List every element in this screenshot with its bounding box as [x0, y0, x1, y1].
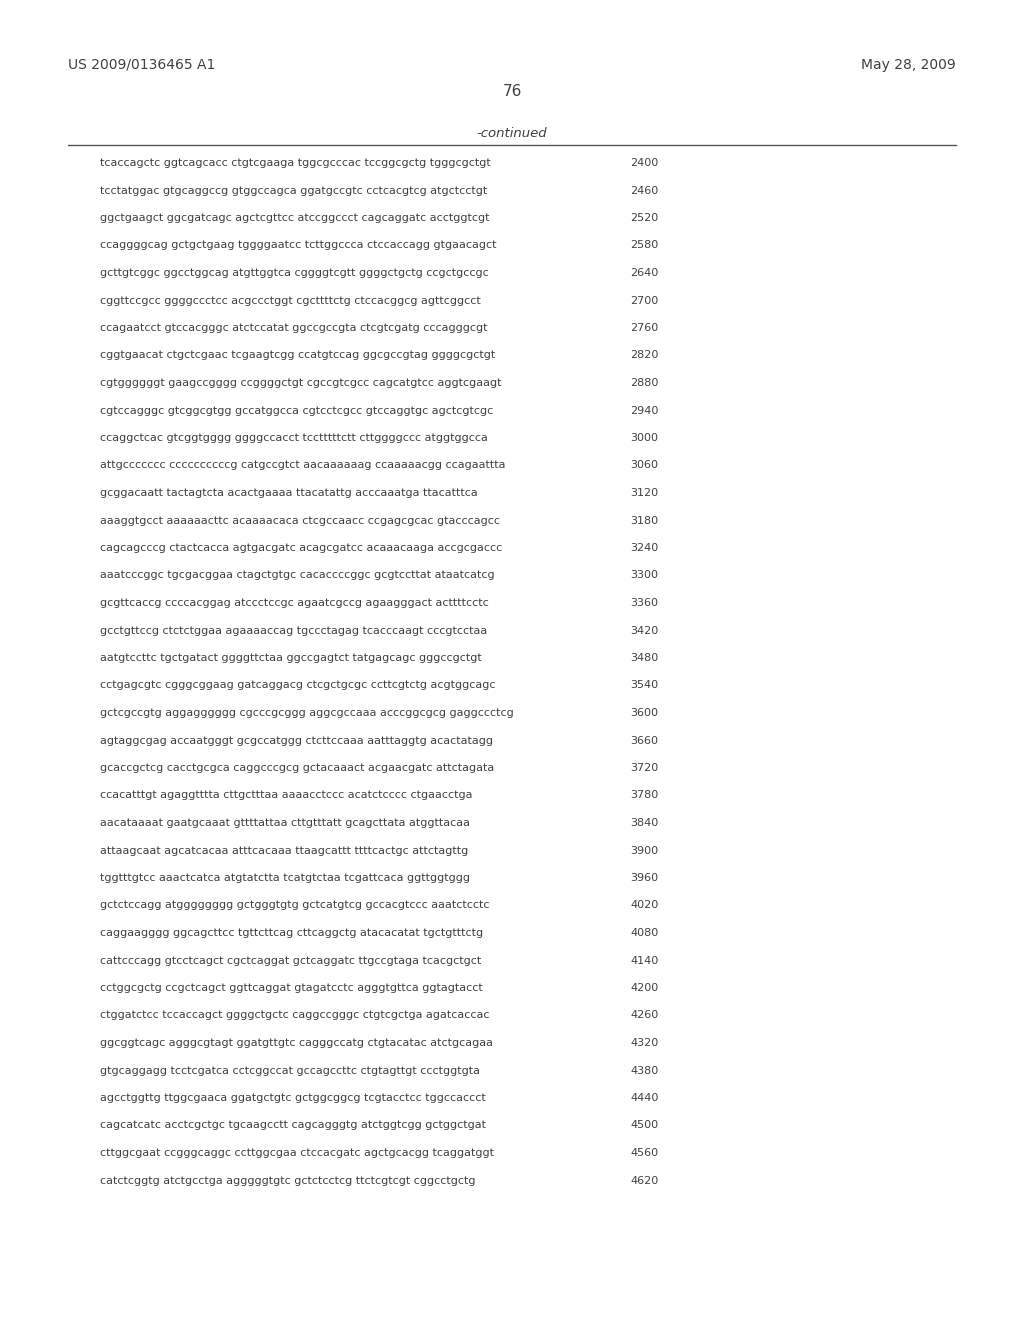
Text: aatgtccttc tgctgatact ggggttctaa ggccgagtct tatgagcagc gggccgctgt: aatgtccttc tgctgatact ggggttctaa ggccgag… — [100, 653, 481, 663]
Text: 4140: 4140 — [630, 956, 658, 965]
Text: 4620: 4620 — [630, 1176, 658, 1185]
Text: 3900: 3900 — [630, 846, 658, 855]
Text: cagcatcatc acctcgctgc tgcaagcctt cagcagggtg atctggtcgg gctggctgat: cagcatcatc acctcgctgc tgcaagcctt cagcagg… — [100, 1121, 486, 1130]
Text: 4560: 4560 — [630, 1148, 658, 1158]
Text: gcctgttccg ctctctggaa agaaaaccag tgccctagag tcacccaagt cccgtcctaa: gcctgttccg ctctctggaa agaaaaccag tgcccta… — [100, 626, 487, 635]
Text: catctcggtg atctgcctga agggggtgtc gctctcctcg ttctcgtcgt cggcctgctg: catctcggtg atctgcctga agggggtgtc gctctcc… — [100, 1176, 475, 1185]
Text: gcaccgctcg cacctgcgca caggcccgcg gctacaaact acgaacgatc attctagata: gcaccgctcg cacctgcgca caggcccgcg gctacaa… — [100, 763, 495, 774]
Text: tcaccagctc ggtcagcacc ctgtcgaaga tggcgcccac tccggcgctg tgggcgctgt: tcaccagctc ggtcagcacc ctgtcgaaga tggcgcc… — [100, 158, 490, 168]
Text: 3180: 3180 — [630, 516, 658, 525]
Text: 4380: 4380 — [630, 1065, 658, 1076]
Text: ccacatttgt agaggtttta cttgctttaa aaaacctccc acatctcccc ctgaacctga: ccacatttgt agaggtttta cttgctttaa aaaacct… — [100, 791, 472, 800]
Text: 2880: 2880 — [630, 378, 658, 388]
Text: 76: 76 — [503, 84, 521, 99]
Text: 4020: 4020 — [630, 900, 658, 911]
Text: 3780: 3780 — [630, 791, 658, 800]
Text: -continued: -continued — [477, 127, 547, 140]
Text: ccagaatcct gtccacgggc atctccatat ggccgccgta ctcgtcgatg cccagggcgt: ccagaatcct gtccacgggc atctccatat ggccgcc… — [100, 323, 487, 333]
Text: ccaggggcag gctgctgaag tggggaatcc tcttggccca ctccaccagg gtgaacagct: ccaggggcag gctgctgaag tggggaatcc tcttggc… — [100, 240, 497, 251]
Text: cggttccgcc ggggccctcc acgccctggt cgcttttctg ctccacggcg agttcggcct: cggttccgcc ggggccctcc acgccctggt cgctttt… — [100, 296, 480, 305]
Text: gcgttcaccg ccccacggag atccctccgc agaatcgccg agaagggact acttttcctc: gcgttcaccg ccccacggag atccctccgc agaatcg… — [100, 598, 488, 609]
Text: gcggacaatt tactagtcta acactgaaaa ttacatattg acccaaatga ttacatttca: gcggacaatt tactagtcta acactgaaaa ttacata… — [100, 488, 478, 498]
Text: ggctgaagct ggcgatcagc agctcgttcc atccggccct cagcaggatc acctggtcgt: ggctgaagct ggcgatcagc agctcgttcc atccggc… — [100, 213, 489, 223]
Text: aaatcccggc tgcgacggaa ctagctgtgc cacaccccggc gcgtccttat ataatcatcg: aaatcccggc tgcgacggaa ctagctgtgc cacaccc… — [100, 570, 495, 581]
Text: cggtgaacat ctgctcgaac tcgaagtcgg ccatgtccag ggcgccgtag ggggcgctgt: cggtgaacat ctgctcgaac tcgaagtcgg ccatgtc… — [100, 351, 496, 360]
Text: 4080: 4080 — [630, 928, 658, 939]
Text: 2760: 2760 — [630, 323, 658, 333]
Text: tcctatggac gtgcaggccg gtggccagca ggatgccgtc cctcacgtcg atgctcctgt: tcctatggac gtgcaggccg gtggccagca ggatgcc… — [100, 186, 487, 195]
Text: tggtttgtcc aaactcatca atgtatctta tcatgtctaa tcgattcaca ggttggtggg: tggtttgtcc aaactcatca atgtatctta tcatgtc… — [100, 873, 470, 883]
Text: 2640: 2640 — [630, 268, 658, 279]
Text: 3540: 3540 — [630, 681, 658, 690]
Text: 2700: 2700 — [630, 296, 658, 305]
Text: 2820: 2820 — [630, 351, 658, 360]
Text: cttggcgaat ccgggcaggc ccttggcgaa ctccacgatc agctgcacgg tcaggatggt: cttggcgaat ccgggcaggc ccttggcgaa ctccacg… — [100, 1148, 494, 1158]
Text: 3360: 3360 — [630, 598, 658, 609]
Text: gctctccagg atgggggggg gctgggtgtg gctcatgtcg gccacgtccc aaatctcctc: gctctccagg atgggggggg gctgggtgtg gctcatg… — [100, 900, 489, 911]
Text: 4260: 4260 — [630, 1011, 658, 1020]
Text: 3000: 3000 — [630, 433, 658, 444]
Text: aaaggtgcct aaaaaacttc acaaaacaca ctcgccaacc ccgagcgcac gtacccagcc: aaaggtgcct aaaaaacttc acaaaacaca ctcgcca… — [100, 516, 500, 525]
Text: gtgcaggagg tcctcgatca cctcggccat gccagccttc ctgtagttgt ccctggtgta: gtgcaggagg tcctcgatca cctcggccat gccagcc… — [100, 1065, 480, 1076]
Text: 2940: 2940 — [630, 405, 658, 416]
Text: cagcagcccg ctactcacca agtgacgatc acagcgatcc acaaacaaga accgcgaccc: cagcagcccg ctactcacca agtgacgatc acagcga… — [100, 543, 502, 553]
Text: cgtccagggc gtcggcgtgg gccatggcca cgtcctcgcc gtccaggtgc agctcgtcgc: cgtccagggc gtcggcgtgg gccatggcca cgtcctc… — [100, 405, 494, 416]
Text: 3600: 3600 — [630, 708, 658, 718]
Text: 3240: 3240 — [630, 543, 658, 553]
Text: 3660: 3660 — [630, 735, 658, 746]
Text: 2520: 2520 — [630, 213, 658, 223]
Text: gcttgtcggc ggcctggcag atgttggtca cggggtcgtt ggggctgctg ccgctgccgc: gcttgtcggc ggcctggcag atgttggtca cggggtc… — [100, 268, 488, 279]
Text: 3120: 3120 — [630, 488, 658, 498]
Text: gctcgccgtg aggagggggg cgcccgcggg aggcgccaaa acccggcgcg gaggccctcg: gctcgccgtg aggagggggg cgcccgcggg aggcgcc… — [100, 708, 514, 718]
Text: cattcccagg gtcctcagct cgctcaggat gctcaggatc ttgccgtaga tcacgctgct: cattcccagg gtcctcagct cgctcaggat gctcagg… — [100, 956, 481, 965]
Text: 2460: 2460 — [630, 186, 658, 195]
Text: 4320: 4320 — [630, 1038, 658, 1048]
Text: 4200: 4200 — [630, 983, 658, 993]
Text: 3960: 3960 — [630, 873, 658, 883]
Text: caggaagggg ggcagcttcc tgttcttcag cttcaggctg atacacatat tgctgtttctg: caggaagggg ggcagcttcc tgttcttcag cttcagg… — [100, 928, 483, 939]
Text: 3420: 3420 — [630, 626, 658, 635]
Text: attaagcaat agcatcacaa atttcacaaa ttaagcattt ttttcactgc attctagttg: attaagcaat agcatcacaa atttcacaaa ttaagca… — [100, 846, 468, 855]
Text: 2400: 2400 — [630, 158, 658, 168]
Text: 3840: 3840 — [630, 818, 658, 828]
Text: attgccccccc ccccccccccg catgccgtct aacaaaaaag ccaaaaacgg ccagaattta: attgccccccc ccccccccccg catgccgtct aacaa… — [100, 461, 506, 470]
Text: cctgagcgtc cgggcggaag gatcaggacg ctcgctgcgc ccttcgtctg acgtggcagc: cctgagcgtc cgggcggaag gatcaggacg ctcgctg… — [100, 681, 496, 690]
Text: agtaggcgag accaatgggt gcgccatggg ctcttccaaa aatttaggtg acactatagg: agtaggcgag accaatgggt gcgccatggg ctcttcc… — [100, 735, 493, 746]
Text: ggcggtcagc agggcgtagt ggatgttgtc cagggccatg ctgtacatac atctgcagaa: ggcggtcagc agggcgtagt ggatgttgtc cagggcc… — [100, 1038, 493, 1048]
Text: 4500: 4500 — [630, 1121, 658, 1130]
Text: cgtggggggt gaagccgggg ccggggctgt cgccgtcgcc cagcatgtcc aggtcgaagt: cgtggggggt gaagccgggg ccggggctgt cgccgtc… — [100, 378, 502, 388]
Text: 3720: 3720 — [630, 763, 658, 774]
Text: agcctggttg ttggcgaaca ggatgctgtc gctggcggcg tcgtacctcc tggccaccct: agcctggttg ttggcgaaca ggatgctgtc gctggcg… — [100, 1093, 485, 1104]
Text: cctggcgctg ccgctcagct ggttcaggat gtagatcctc agggtgttca ggtagtacct: cctggcgctg ccgctcagct ggttcaggat gtagatc… — [100, 983, 482, 993]
Text: ctggatctcc tccaccagct ggggctgctc caggccgggc ctgtcgctga agatcaccac: ctggatctcc tccaccagct ggggctgctc caggccg… — [100, 1011, 489, 1020]
Text: US 2009/0136465 A1: US 2009/0136465 A1 — [68, 58, 215, 73]
Text: 4440: 4440 — [630, 1093, 658, 1104]
Text: 2580: 2580 — [630, 240, 658, 251]
Text: ccaggctcac gtcggtgggg ggggccacct tcctttttctt cttggggccc atggtggcca: ccaggctcac gtcggtgggg ggggccacct tcctttt… — [100, 433, 487, 444]
Text: 3480: 3480 — [630, 653, 658, 663]
Text: 3300: 3300 — [630, 570, 658, 581]
Text: May 28, 2009: May 28, 2009 — [861, 58, 956, 73]
Text: 3060: 3060 — [630, 461, 658, 470]
Text: aacataaaat gaatgcaaat gttttattaa cttgtttatt gcagcttata atggttacaa: aacataaaat gaatgcaaat gttttattaa cttgttt… — [100, 818, 470, 828]
